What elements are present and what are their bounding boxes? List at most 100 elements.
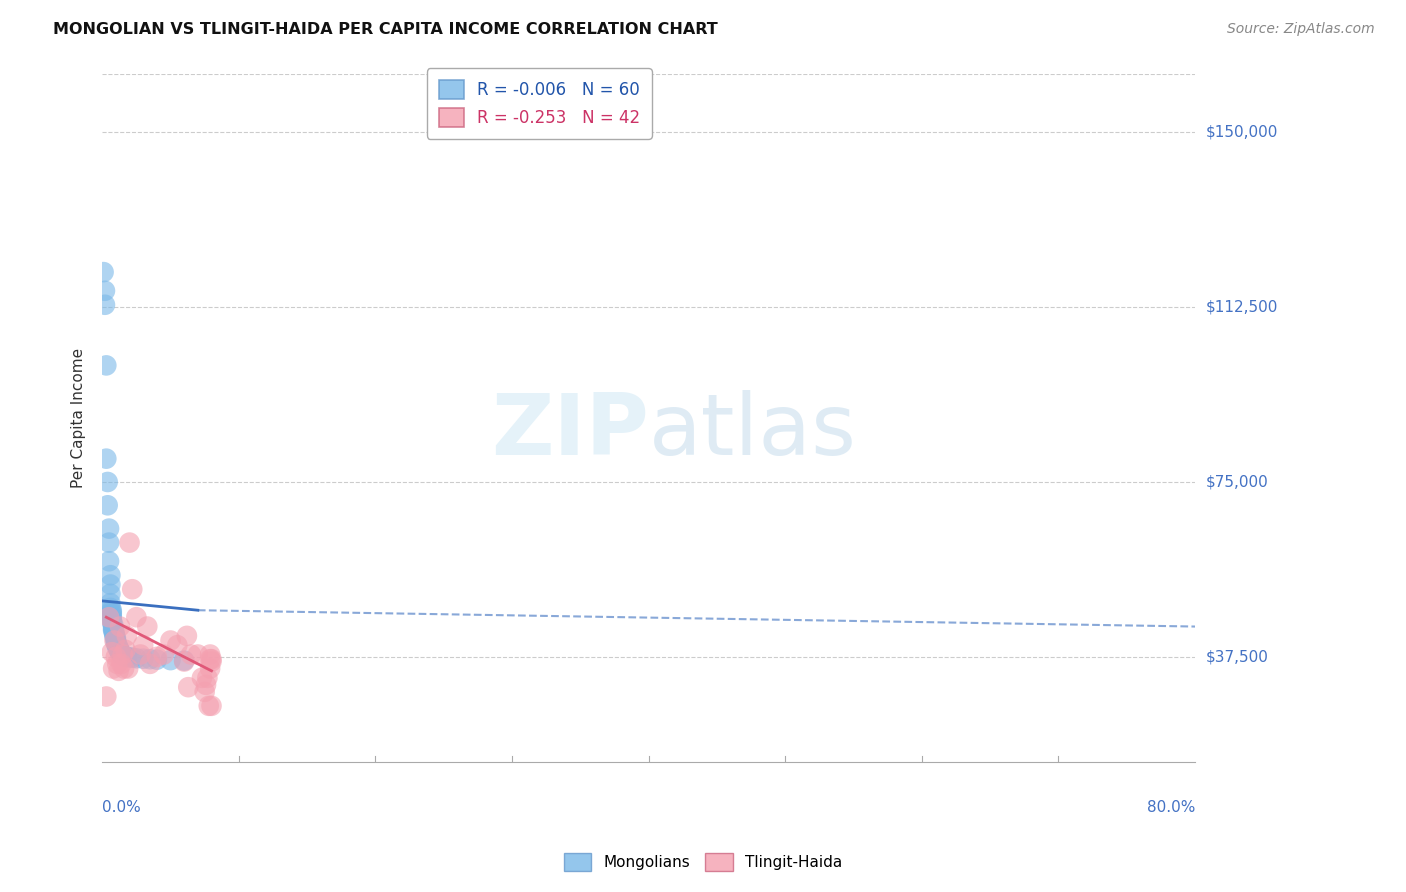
Text: 0.0%: 0.0% [103,799,141,814]
Point [197,671,219,685]
Point [101,661,124,675]
Point [198,648,221,662]
Point [98,554,121,568]
Point [159,653,181,667]
Point [173,654,195,668]
Point [105,639,128,653]
Point [100,607,122,622]
Point [191,671,214,685]
Point [173,655,195,669]
Point [139,657,162,671]
Point [111,648,134,662]
Point [94,284,117,298]
Point [104,633,127,648]
Point [107,641,129,656]
Point [177,680,200,694]
Point [96,690,118,704]
Point [105,638,128,652]
Text: $37,500: $37,500 [1206,649,1270,665]
Text: atlas: atlas [648,390,856,473]
Point [132,638,155,652]
Point [194,685,217,699]
Point [118,650,141,665]
Text: $112,500: $112,500 [1206,300,1278,315]
Point [103,626,125,640]
Point [146,649,169,664]
Point [94,298,117,312]
Point [108,644,131,658]
Point [180,648,202,662]
Point [152,648,174,662]
Point [100,645,122,659]
Point [112,661,135,675]
Point [103,628,125,642]
Point [98,610,121,624]
Point [108,619,131,633]
Point [121,650,143,665]
Point [101,619,124,633]
Point [104,635,127,649]
Point [187,648,209,662]
Point [105,640,128,654]
Point [107,664,129,678]
Point [139,652,162,666]
Point [100,610,122,624]
Point [97,498,120,512]
Point [200,652,222,666]
Point [159,633,181,648]
Point [104,632,127,647]
Point [107,640,129,655]
Point [136,619,159,633]
Point [101,623,124,637]
Point [104,636,127,650]
Point [112,648,135,663]
Point [110,657,132,671]
Point [101,617,124,632]
Point [111,648,134,662]
Point [114,649,136,664]
Point [100,606,122,620]
Point [111,648,134,663]
Point [93,265,115,279]
Point [96,451,118,466]
Point [108,646,131,660]
Point [100,615,122,629]
Point [100,613,122,627]
Point [110,648,132,662]
Point [198,652,221,666]
Point [101,621,124,635]
Point [117,661,139,675]
Point [104,631,127,645]
Point [101,624,124,638]
Point [121,582,143,597]
Point [103,629,125,643]
Point [100,603,122,617]
Text: ZIP: ZIP [491,390,648,473]
Point [100,577,122,591]
Legend: Mongolians, Tlingit-Haida: Mongolians, Tlingit-Haida [558,847,848,877]
Point [129,648,152,662]
Point [146,653,169,667]
Point [104,649,127,664]
Point [166,638,188,652]
Y-axis label: Per Capita Income: Per Capita Income [72,348,86,488]
Point [110,647,132,661]
Point [96,359,118,373]
Legend: R = -0.006   N = 60, R = -0.253   N = 42: R = -0.006 N = 60, R = -0.253 N = 42 [427,69,652,138]
Point [197,698,219,713]
Point [118,535,141,549]
Text: $150,000: $150,000 [1206,125,1278,140]
Point [100,568,122,582]
Point [103,625,125,640]
Point [115,649,138,664]
Point [198,661,221,675]
Point [97,475,120,489]
Point [200,698,222,713]
Point [105,657,128,671]
Point [125,651,148,665]
Point [115,629,138,643]
Point [195,678,218,692]
Point [103,633,125,648]
Point [107,643,129,657]
Point [98,522,121,536]
